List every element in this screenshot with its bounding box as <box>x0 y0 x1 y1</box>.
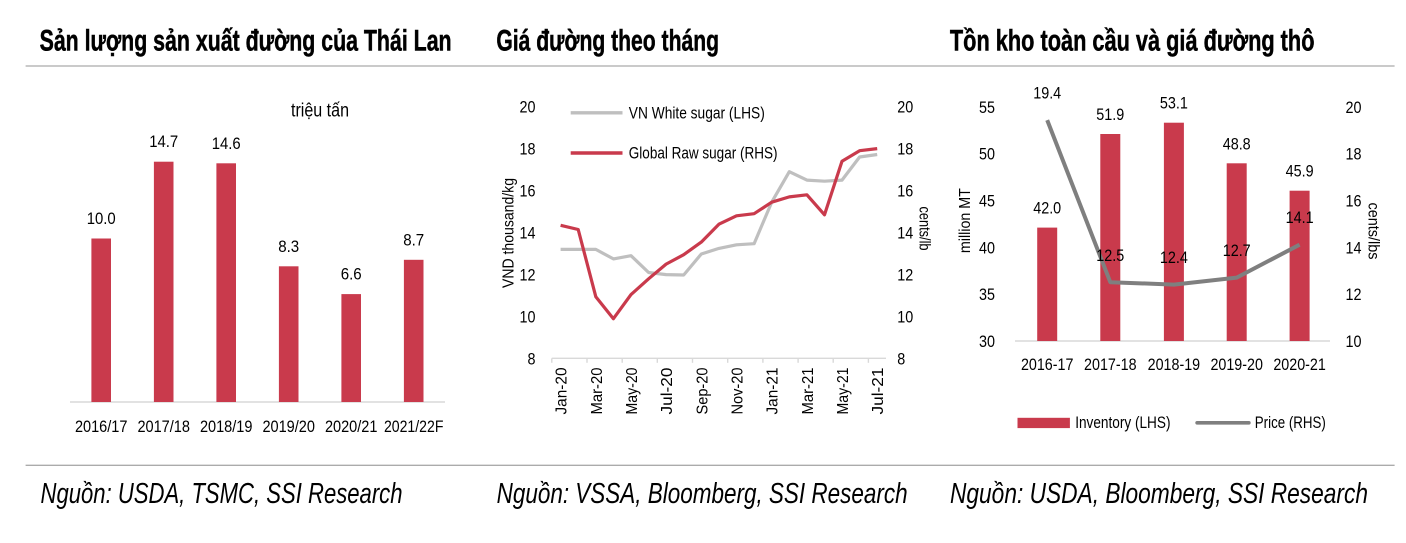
svg-text:Jan-20: Jan-20 <box>554 367 571 414</box>
svg-text:2016-17: 2016-17 <box>1021 355 1074 374</box>
svg-text:8: 8 <box>897 350 905 369</box>
svg-text:12: 12 <box>1346 285 1362 304</box>
svg-text:6.6: 6.6 <box>341 265 362 284</box>
svg-text:Price (RHS): Price (RHS) <box>1255 413 1326 432</box>
svg-text:8.3: 8.3 <box>278 237 299 256</box>
svg-text:51.9: 51.9 <box>1096 105 1124 124</box>
svg-text:2021/22F: 2021/22F <box>384 417 444 436</box>
svg-text:Sep-20: Sep-20 <box>694 367 711 414</box>
svg-text:2017-18: 2017-18 <box>1084 355 1137 374</box>
svg-text:triệu tấn: triệu tấn <box>291 101 349 122</box>
svg-text:18: 18 <box>520 140 536 159</box>
svg-text:cents/lb: cents/lb <box>916 207 933 251</box>
svg-text:12.5: 12.5 <box>1096 246 1124 265</box>
svg-text:16: 16 <box>520 182 536 201</box>
svg-text:30: 30 <box>979 332 995 351</box>
svg-text:20: 20 <box>897 98 913 117</box>
svg-text:2016/17: 2016/17 <box>75 417 128 436</box>
svg-text:2019/20: 2019/20 <box>262 417 315 436</box>
svg-text:Nguồn: USDA, Bloomberg, SSI Re: Nguồn: USDA, Bloomberg, SSI Research <box>950 478 1368 510</box>
svg-text:Sản lượng sản xuất đường của T: Sản lượng sản xuất đường của Thái Lan <box>40 25 452 58</box>
svg-text:16: 16 <box>1346 192 1362 211</box>
svg-text:2019-20: 2019-20 <box>1210 355 1263 374</box>
svg-text:14.1: 14.1 <box>1286 208 1314 227</box>
svg-text:40: 40 <box>979 238 995 257</box>
svg-text:Mar-21: Mar-21 <box>800 367 817 414</box>
svg-text:20: 20 <box>520 98 536 117</box>
svg-text:million MT: million MT <box>957 188 974 253</box>
svg-text:VND thousand/kg: VND thousand/kg <box>501 178 518 288</box>
svg-text:10.0: 10.0 <box>87 209 116 228</box>
svg-text:53.1: 53.1 <box>1160 94 1188 113</box>
svg-text:8.7: 8.7 <box>403 230 424 249</box>
svg-text:Inventory (LHS): Inventory (LHS) <box>1075 413 1170 432</box>
svg-text:Jul-20: Jul-20 <box>659 367 676 414</box>
svg-text:Nguồn: VSSA, Bloomberg, SSI Re: Nguồn: VSSA, Bloomberg, SSI Research <box>497 478 908 510</box>
svg-text:35: 35 <box>979 285 995 304</box>
svg-text:Global Raw sugar (RHS): Global Raw sugar (RHS) <box>629 144 778 163</box>
svg-text:14: 14 <box>897 224 913 243</box>
svg-text:12: 12 <box>520 266 536 285</box>
svg-text:10: 10 <box>1346 332 1362 351</box>
svg-text:18: 18 <box>1346 145 1362 164</box>
svg-text:cents/lbs: cents/lbs <box>1365 203 1382 260</box>
svg-text:14: 14 <box>520 224 536 243</box>
svg-text:2020-21: 2020-21 <box>1273 355 1326 374</box>
svg-text:12.7: 12.7 <box>1223 241 1251 260</box>
svg-text:May-20: May-20 <box>624 367 641 414</box>
svg-text:20: 20 <box>1346 98 1362 117</box>
svg-text:Nov-20: Nov-20 <box>730 367 747 414</box>
svg-text:VN White sugar (LHS): VN White sugar (LHS) <box>629 103 765 122</box>
svg-text:55: 55 <box>979 98 995 117</box>
svg-text:2018-19: 2018-19 <box>1148 355 1201 374</box>
svg-text:May-21: May-21 <box>835 367 852 414</box>
svg-text:10: 10 <box>520 308 536 327</box>
svg-text:2017/18: 2017/18 <box>137 417 190 436</box>
svg-text:8: 8 <box>528 350 536 369</box>
svg-text:16: 16 <box>897 182 913 201</box>
svg-text:12.4: 12.4 <box>1160 248 1188 267</box>
svg-text:48.8: 48.8 <box>1223 134 1251 153</box>
svg-text:Mar-20: Mar-20 <box>589 367 606 414</box>
svg-text:Giá đường theo tháng: Giá đường theo tháng <box>496 25 719 58</box>
svg-text:Nguồn: USDA, TSMC, SSI Researc: Nguồn: USDA, TSMC, SSI Research <box>41 478 403 510</box>
svg-text:2020/21: 2020/21 <box>325 417 378 436</box>
svg-text:45: 45 <box>979 192 995 211</box>
svg-text:10: 10 <box>897 308 913 327</box>
svg-text:Jan-21: Jan-21 <box>765 367 782 414</box>
svg-text:50: 50 <box>979 145 995 164</box>
svg-text:14.7: 14.7 <box>149 132 178 151</box>
svg-text:42.0: 42.0 <box>1033 199 1061 218</box>
svg-text:18: 18 <box>897 140 913 159</box>
svg-text:12: 12 <box>897 266 913 285</box>
svg-text:14.6: 14.6 <box>212 134 241 153</box>
svg-text:19.4: 19.4 <box>1033 84 1061 103</box>
svg-text:2018/19: 2018/19 <box>200 417 253 436</box>
svg-text:Jul-21: Jul-21 <box>870 367 887 414</box>
svg-text:Tồn kho toàn cầu và giá đường: Tồn kho toàn cầu và giá đường thô <box>950 25 1315 58</box>
svg-text:45.9: 45.9 <box>1286 162 1314 181</box>
svg-text:14: 14 <box>1346 238 1362 257</box>
